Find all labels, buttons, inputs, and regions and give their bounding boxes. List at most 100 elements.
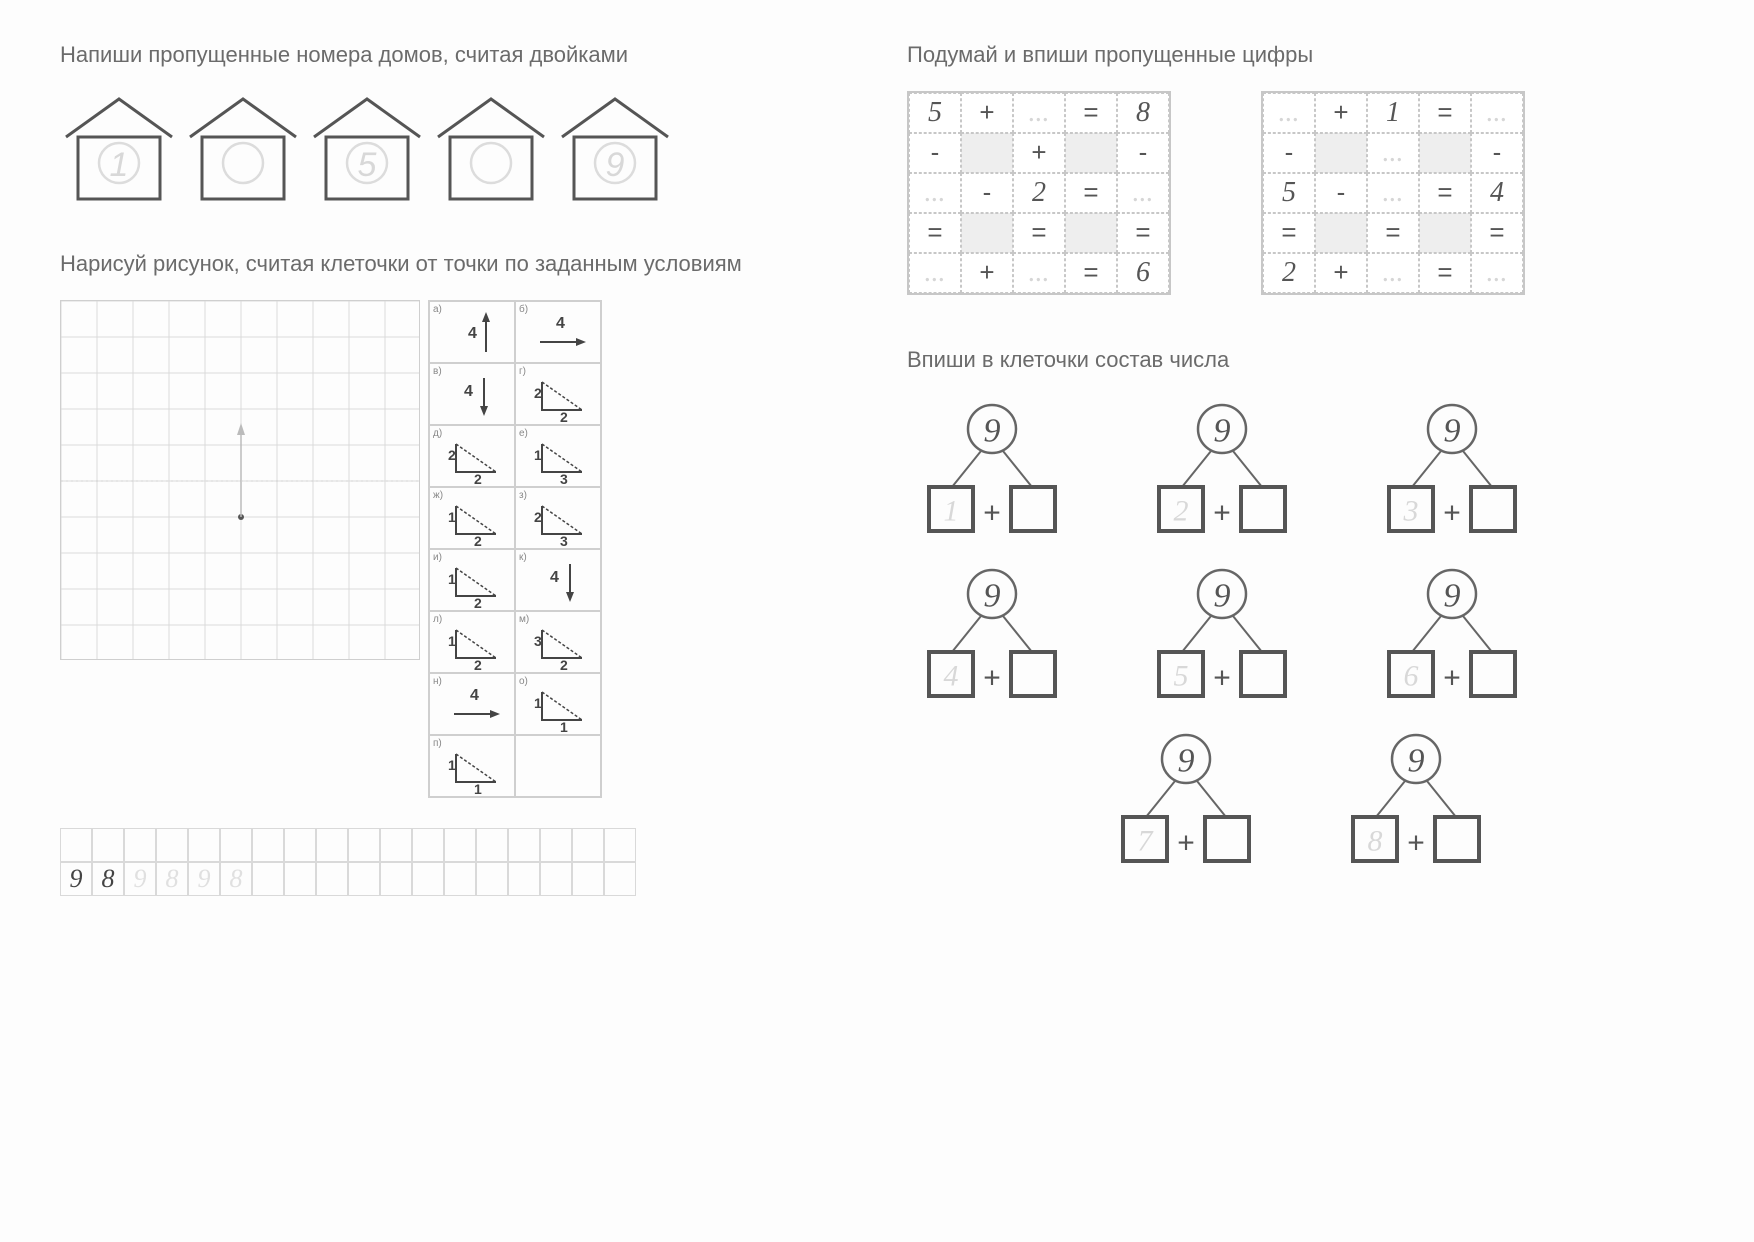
houses-row: 1 5 9 <box>60 91 847 209</box>
math-cell: 2 <box>1013 173 1065 213</box>
math-cell: ... <box>909 173 961 213</box>
math-cell: + <box>961 93 1013 133</box>
direction-cell: в)4 <box>429 363 515 425</box>
math-cell: = <box>1419 173 1471 213</box>
svg-text:+: + <box>1213 661 1231 694</box>
direction-cell: ж)12 <box>429 487 515 549</box>
svg-text:4: 4 <box>556 315 565 332</box>
math-cell: - <box>1117 133 1169 173</box>
math-cell: 5 <box>1263 173 1315 213</box>
svg-text:3: 3 <box>560 533 568 549</box>
direction-cell: л)12 <box>429 611 515 673</box>
drawing-grid <box>60 300 420 660</box>
task3-title: Подумай и впиши пропущенные цифры <box>907 40 1694 71</box>
direction-cell: к)4 <box>515 549 601 611</box>
bonds-row-1: 9 1 + 9 2 + 9 3 + <box>907 401 1694 541</box>
svg-text:4: 4 <box>468 325 477 342</box>
svg-text:5: 5 <box>1174 659 1189 692</box>
direction-cell: п)11 <box>429 735 515 797</box>
svg-text:1: 1 <box>448 757 456 773</box>
writing-practice: 989898 <box>60 828 847 896</box>
right-column: Подумай и впиши пропущенные цифры 5+...=… <box>907 40 1694 896</box>
svg-text:1: 1 <box>448 571 456 587</box>
writing-cell: 8 <box>92 862 124 896</box>
math-cell <box>1315 213 1367 253</box>
direction-cell <box>515 735 601 797</box>
math-cell <box>1315 133 1367 173</box>
math-cell: ... <box>1471 253 1523 293</box>
math-cell: 6 <box>1117 253 1169 293</box>
math-cell: + <box>1315 93 1367 133</box>
svg-text:2: 2 <box>534 385 542 401</box>
bonds-row-2: 9 4 + 9 5 + 9 6 + <box>907 566 1694 706</box>
svg-text:9: 9 <box>1214 577 1231 614</box>
svg-text:2: 2 <box>560 657 568 673</box>
number-bond: 9 1 + <box>907 401 1077 541</box>
svg-text:2: 2 <box>474 471 482 487</box>
svg-text:4: 4 <box>944 659 959 692</box>
svg-text:2: 2 <box>474 595 482 611</box>
bonds-row-3: 9 7 + 9 8 + <box>907 731 1694 871</box>
direction-cell: н)4 <box>429 673 515 735</box>
draw-row: а)4б)4в)4г)22д)22е)13ж)12з)23и)12к)4л)12… <box>60 300 847 798</box>
math-grids: 5+...=8-+-...-2=...===...+...=6 ...+1=..… <box>907 91 1694 295</box>
svg-text:9: 9 <box>984 412 1001 449</box>
house: 9 <box>556 91 674 209</box>
number-bond: 9 5 + <box>1137 566 1307 706</box>
direction-legend: а)4б)4в)4г)22д)22е)13ж)12з)23и)12к)4л)12… <box>428 300 602 798</box>
svg-text:1: 1 <box>448 509 456 525</box>
task2-title: Нарисуй рисунок, считая клеточки от точк… <box>60 249 847 280</box>
number-bond: 9 7 + <box>1101 731 1271 871</box>
math-cell: ... <box>1471 93 1523 133</box>
math-cell <box>1065 213 1117 253</box>
left-column: Напиши пропущенные номера домов, считая … <box>60 40 847 896</box>
math-cell: 5 <box>909 93 961 133</box>
math-cell: 4 <box>1471 173 1523 213</box>
svg-text:4: 4 <box>550 569 559 586</box>
direction-cell: г)22 <box>515 363 601 425</box>
writing-cell: 9 <box>188 862 220 896</box>
svg-text:4: 4 <box>470 687 479 704</box>
math-cell: 1 <box>1367 93 1419 133</box>
svg-text:+: + <box>1443 661 1461 694</box>
math-cell: = <box>1065 253 1117 293</box>
direction-cell: а)4 <box>429 301 515 363</box>
math-cell: - <box>1263 133 1315 173</box>
math-grid-1: 5+...=8-+-...-2=...===...+...=6 <box>907 91 1171 295</box>
writing-cell: 9 <box>124 862 156 896</box>
math-cell: = <box>1419 253 1471 293</box>
svg-text:9: 9 <box>1444 577 1461 614</box>
math-cell: ... <box>1367 133 1419 173</box>
math-cell: + <box>1013 133 1065 173</box>
svg-text:9: 9 <box>1214 412 1231 449</box>
svg-text:9: 9 <box>1177 742 1194 779</box>
math-cell <box>1065 133 1117 173</box>
math-cell: ... <box>909 253 961 293</box>
number-bond: 9 4 + <box>907 566 1077 706</box>
math-grid-2: ...+1=...-...-5-...=4===2+...=... <box>1261 91 1525 295</box>
direction-cell: е)13 <box>515 425 601 487</box>
math-cell: - <box>1471 133 1523 173</box>
math-cell: = <box>909 213 961 253</box>
svg-text:3: 3 <box>1403 494 1419 527</box>
svg-text:9: 9 <box>1444 412 1461 449</box>
math-cell: + <box>1315 253 1367 293</box>
svg-text:7: 7 <box>1137 824 1154 857</box>
svg-text:1: 1 <box>534 695 542 711</box>
math-cell: ... <box>1367 253 1419 293</box>
svg-text:+: + <box>1443 496 1461 529</box>
math-cell: 2 <box>1263 253 1315 293</box>
svg-text:1: 1 <box>944 494 959 527</box>
math-cell: = <box>1013 213 1065 253</box>
number-bond: 9 6 + <box>1367 566 1537 706</box>
task1-title: Напиши пропущенные номера домов, считая … <box>60 40 847 71</box>
svg-text:2: 2 <box>560 409 568 425</box>
math-cell: = <box>1065 173 1117 213</box>
writing-cell: 8 <box>156 862 188 896</box>
math-cell: - <box>909 133 961 173</box>
direction-cell: и)12 <box>429 549 515 611</box>
math-cell: = <box>1065 93 1117 133</box>
svg-text:4: 4 <box>464 383 473 400</box>
svg-text:2: 2 <box>534 509 542 525</box>
svg-text:1: 1 <box>448 633 456 649</box>
